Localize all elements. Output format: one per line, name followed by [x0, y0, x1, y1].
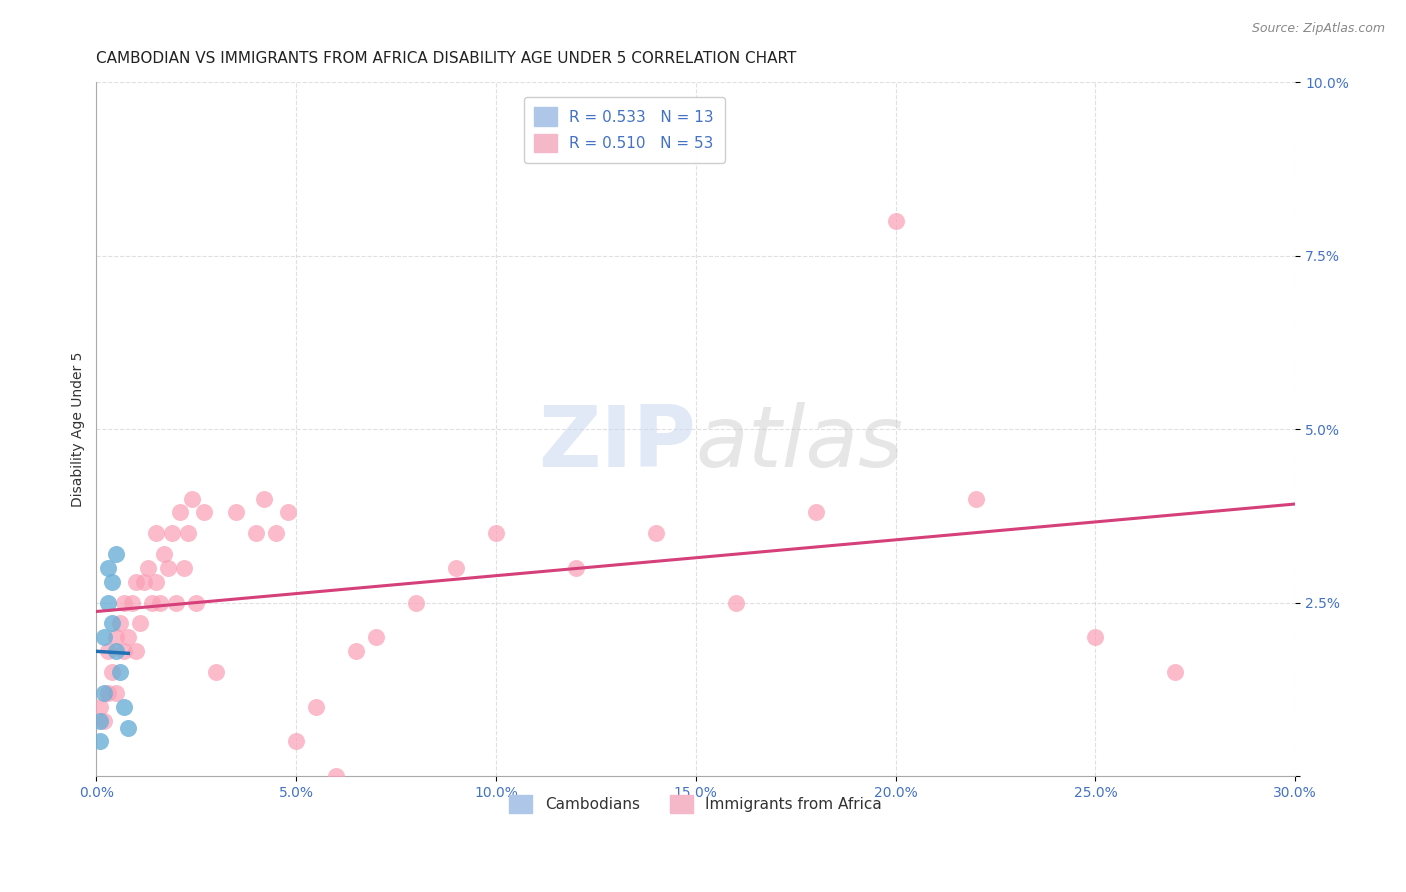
Point: [117, 721, 139, 735]
Legend: Cambodians, Immigrants from Africa: Cambodians, Immigrants from Africa: [499, 784, 893, 824]
Point: [93, 631, 115, 645]
Point: [129, 616, 152, 631]
Point: [157, 561, 180, 575]
Y-axis label: Disability Age Under 5: Disability Age Under 5: [72, 351, 86, 507]
Point: [136, 561, 159, 575]
Point: [93, 714, 115, 728]
Point: [110, 665, 132, 679]
Point: [344, 644, 367, 658]
Point: [305, 699, 328, 714]
Point: [193, 505, 215, 519]
Point: [444, 561, 467, 575]
Point: [110, 616, 132, 631]
Point: [134, 574, 156, 589]
Point: [965, 491, 987, 506]
Point: [253, 491, 276, 506]
Point: [112, 596, 135, 610]
Point: [105, 631, 128, 645]
Point: [149, 596, 172, 610]
Point: [105, 644, 128, 658]
Point: [112, 644, 135, 658]
Text: atlas: atlas: [696, 401, 904, 484]
Point: [125, 574, 148, 589]
Point: [1164, 665, 1187, 679]
Point: [89, 699, 111, 714]
Point: [1084, 631, 1107, 645]
Point: [141, 596, 163, 610]
Text: Source: ZipAtlas.com: Source: ZipAtlas.com: [1251, 22, 1385, 36]
Point: [117, 631, 139, 645]
Point: [145, 526, 167, 541]
Point: [89, 714, 111, 728]
Point: [364, 631, 387, 645]
Point: [93, 686, 115, 700]
Point: [245, 526, 267, 541]
Point: [125, 644, 148, 658]
Point: [405, 596, 427, 610]
Text: CAMBODIAN VS IMMIGRANTS FROM AFRICA DISABILITY AGE UNDER 5 CORRELATION CHART: CAMBODIAN VS IMMIGRANTS FROM AFRICA DISA…: [97, 51, 797, 66]
Point: [285, 734, 308, 748]
Point: [724, 596, 747, 610]
Point: [101, 616, 124, 631]
Point: [804, 505, 827, 519]
Point: [101, 574, 124, 589]
Point: [177, 526, 200, 541]
Point: [97, 686, 120, 700]
Point: [186, 596, 208, 610]
Point: [97, 561, 120, 575]
Point: [644, 526, 666, 541]
Point: [485, 526, 508, 541]
Point: [205, 665, 228, 679]
Point: [264, 526, 287, 541]
Point: [153, 547, 176, 561]
Point: [145, 574, 167, 589]
Point: [181, 491, 204, 506]
Point: [121, 596, 143, 610]
Point: [105, 547, 128, 561]
Point: [97, 596, 120, 610]
Point: [165, 596, 187, 610]
Point: [101, 665, 124, 679]
Point: [97, 644, 120, 658]
Point: [169, 505, 191, 519]
Point: [565, 561, 588, 575]
Point: [162, 526, 184, 541]
Point: [277, 505, 299, 519]
Point: [173, 561, 195, 575]
Point: [89, 734, 111, 748]
Point: [225, 505, 247, 519]
Point: [884, 214, 907, 228]
Point: [112, 699, 135, 714]
Text: ZIP: ZIP: [538, 401, 696, 484]
Point: [105, 686, 128, 700]
Point: [325, 769, 347, 783]
